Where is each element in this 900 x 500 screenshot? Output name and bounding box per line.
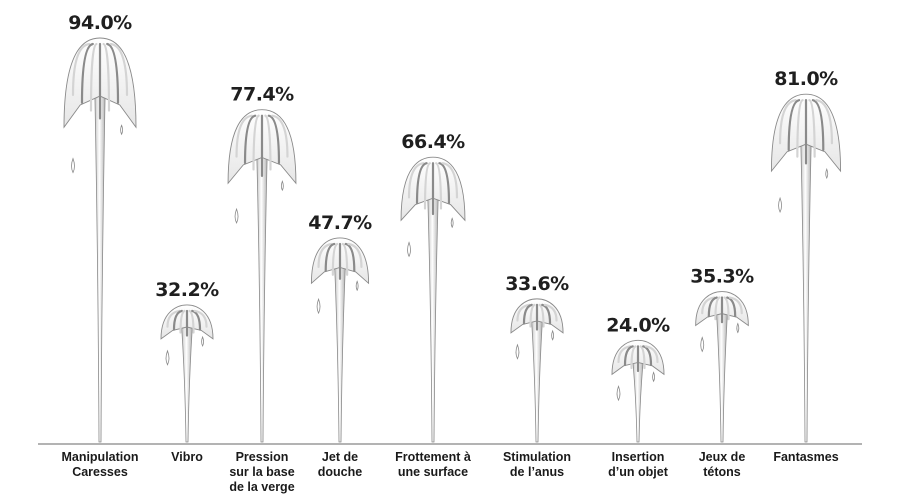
x-tick-label-9: Fantasmes	[773, 450, 838, 464]
x-tick-label-3: Pression sur la base de la verge	[229, 450, 294, 494]
x-tick-label-8: Jeux de tétons	[699, 450, 746, 479]
x-tick-label-6: Stimulation de l’anus	[503, 450, 571, 479]
bar-3	[227, 109, 297, 443]
data-label-9: 81.0%	[774, 68, 838, 90]
data-label-1: 94.0%	[68, 12, 132, 34]
x-tick-label-2: Vibro	[171, 450, 203, 464]
bar-5	[400, 156, 466, 443]
data-label-5: 66.4%	[401, 131, 465, 153]
x-tick-label-7: Insertion d’un objet	[608, 450, 669, 479]
data-label-6: 33.6%	[505, 273, 569, 295]
bar-1	[63, 37, 137, 443]
bar-9	[770, 93, 842, 443]
x-tick-label-5: Frottement à une surface	[395, 450, 471, 479]
bar-4	[310, 237, 370, 443]
bar-2	[160, 304, 214, 443]
data-label-7: 24.0%	[606, 314, 670, 336]
bar-6	[510, 298, 564, 443]
data-label-2: 32.2%	[155, 279, 219, 301]
bar-7	[611, 339, 665, 443]
data-label-4: 47.7%	[308, 212, 372, 234]
bar-8	[695, 291, 749, 443]
data-label-8: 35.3%	[690, 266, 754, 288]
x-tick-label-1: Manipulation Caresses	[61, 450, 138, 479]
x-tick-label-4: Jet de douche	[318, 450, 362, 479]
data-label-3: 77.4%	[230, 84, 294, 106]
